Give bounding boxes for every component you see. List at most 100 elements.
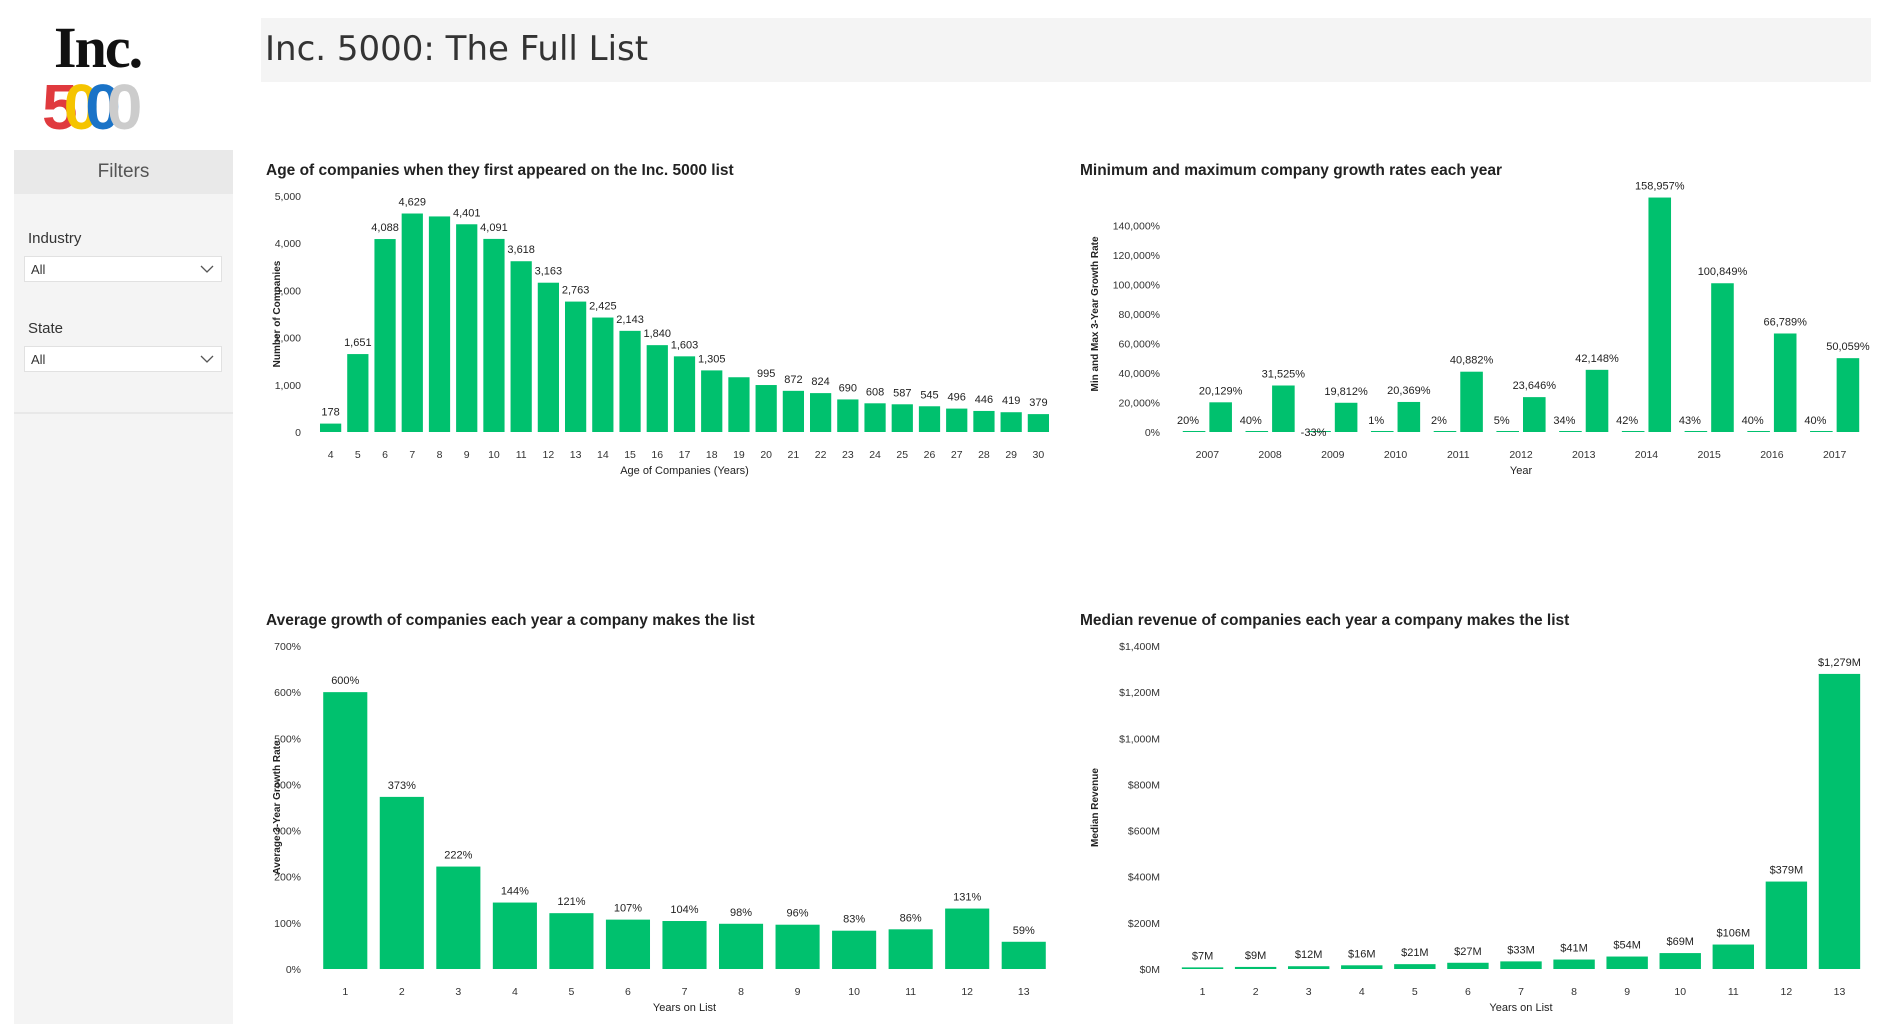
data-label: $1,279M [1818, 657, 1861, 669]
data-label: 59% [1013, 925, 1035, 937]
x-tick-label: 2011 [1447, 449, 1470, 461]
x-tick-label: 27 [951, 449, 963, 461]
bar [428, 216, 451, 432]
y-tick-label: 600% [274, 687, 301, 699]
state-filter-value: All [31, 351, 46, 367]
y-tick-label: 3,000 [275, 285, 301, 297]
x-tick-label: 4 [512, 986, 518, 998]
data-label: 19,812% [1324, 386, 1368, 398]
sidebar-divider [14, 412, 233, 414]
data-label: 600% [331, 675, 359, 687]
bar [319, 423, 342, 432]
data-label: 86% [900, 912, 922, 924]
y-tick-label: 700% [274, 641, 301, 653]
bar [1747, 431, 1770, 432]
y-tick-label: $0M [1140, 964, 1160, 976]
bar [662, 921, 707, 969]
x-tick-label: 13 [1834, 986, 1846, 998]
bar [549, 913, 594, 969]
bar [775, 924, 820, 969]
data-label: 107% [614, 903, 642, 915]
data-label: 98% [730, 907, 752, 919]
data-label: $27M [1454, 946, 1482, 958]
data-label: 100,849% [1698, 266, 1748, 278]
bar [809, 393, 832, 432]
x-tick-label: 16 [651, 449, 663, 461]
x-tick-label: 9 [795, 986, 801, 998]
x-tick-label: 12 [961, 986, 973, 998]
data-label: 824 [811, 376, 829, 388]
bar [1245, 431, 1269, 432]
y-tick-label: 120,000% [1113, 250, 1160, 262]
bar [1523, 397, 1546, 432]
y-tick-label: 0% [1145, 427, 1160, 439]
data-label: $16M [1348, 948, 1376, 960]
bar [510, 261, 532, 432]
x-tick-label: 30 [1033, 449, 1045, 461]
x-tick-label: 10 [1674, 986, 1686, 998]
x-tick-label: 10 [848, 986, 860, 998]
x-tick-label: 2013 [1572, 449, 1596, 461]
x-tick-label: 8 [738, 986, 744, 998]
logo-digit: 0 [63, 71, 99, 143]
x-axis-label: Years on List [653, 1002, 716, 1014]
x-tick-label: 24 [869, 449, 881, 461]
data-label: 3,618 [507, 244, 535, 256]
y-tick-label: $1,200M [1119, 687, 1160, 699]
bar [1585, 369, 1609, 432]
industry-filter-dropdown[interactable]: All [24, 256, 222, 282]
bar [323, 692, 368, 969]
inc-5000-logo: Inc. 5000 [42, 15, 182, 143]
bar [728, 377, 750, 432]
median-revenue-chart: Median revenue of companies each year a … [1076, 612, 1876, 1022]
bar [1209, 402, 1232, 432]
data-label: 1,651 [344, 337, 372, 349]
logo-wordmark: Inc. [54, 15, 143, 80]
bar [1712, 944, 1755, 969]
state-filter-dropdown[interactable]: All [24, 346, 222, 372]
y-tick-label: 500% [274, 733, 301, 745]
data-label: $106M [1716, 928, 1750, 940]
bar [1836, 358, 1860, 432]
y-axis-label: Min and Max 3-Year Growth Rate [1090, 236, 1101, 391]
data-label: 545 [920, 389, 938, 401]
data-label: 4,401 [453, 207, 481, 219]
bar [1553, 959, 1595, 969]
x-tick-label: 20 [760, 449, 772, 461]
bar [1496, 431, 1519, 432]
data-label: $41M [1560, 943, 1588, 955]
data-label: 83% [843, 914, 865, 926]
data-label: 96% [787, 908, 809, 920]
data-label: 20,129% [1199, 385, 1243, 397]
data-label: 5% [1494, 415, 1510, 427]
x-tick-label: 13 [570, 449, 582, 461]
bar [537, 282, 560, 432]
logo-digit: 5 [42, 71, 77, 143]
data-label: 4,091 [480, 222, 508, 234]
bar [1810, 431, 1833, 432]
data-label: 40% [1240, 415, 1262, 427]
bar [374, 239, 396, 432]
bar [1773, 333, 1797, 432]
x-tick-label: 9 [464, 449, 470, 461]
x-tick-label: 6 [625, 986, 631, 998]
x-tick-label: 11 [516, 449, 527, 461]
y-tick-label: 200% [274, 872, 301, 884]
x-tick-label: 2016 [1760, 449, 1784, 461]
data-label: 40,882% [1450, 355, 1494, 367]
bar [1181, 967, 1224, 969]
data-label: 20,369% [1387, 385, 1431, 397]
y-tick-label: 20,000% [1119, 398, 1160, 410]
x-tick-label: 11 [1728, 986, 1739, 998]
x-tick-label: 2010 [1384, 449, 1408, 461]
filters-sidebar: Filters Industry All State All [14, 150, 233, 1024]
bar [918, 406, 941, 432]
x-tick-label: 17 [679, 449, 691, 461]
x-tick-label: 5 [355, 449, 361, 461]
data-label: 872 [784, 374, 802, 386]
data-label: 104% [670, 904, 698, 916]
data-label: 2% [1431, 415, 1447, 427]
bar [605, 919, 651, 969]
data-label: 690 [839, 382, 857, 394]
x-tick-label: 25 [896, 449, 908, 461]
